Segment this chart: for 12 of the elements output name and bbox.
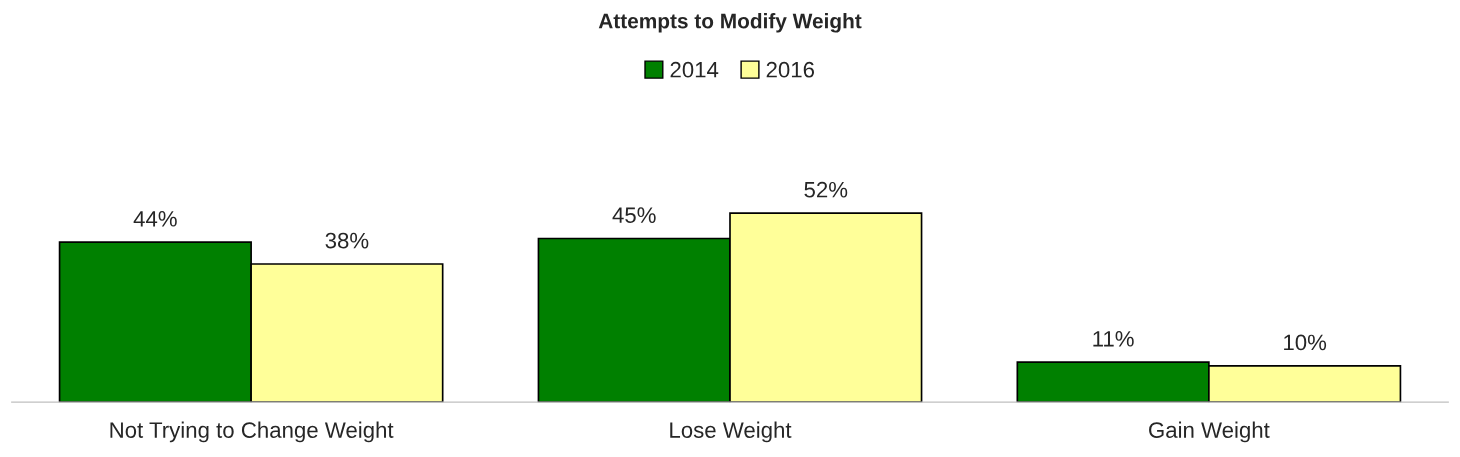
- data-label: 45%: [612, 207, 656, 224]
- legend-label: 2016: [766, 61, 815, 78]
- x-tick-label: Gain Weight: [1149, 421, 1270, 443]
- data-label: 52%: [804, 181, 848, 198]
- x-tick-label: Not Trying to Change Weight: [110, 421, 394, 443]
- data-label: 11%: [1093, 331, 1134, 347]
- data-label: 10%: [1284, 334, 1327, 351]
- legend-label: 2014: [670, 61, 719, 78]
- x-tick-label: Lose Weight: [670, 421, 792, 443]
- data-label: 44%: [133, 211, 177, 227]
- chart-title: Attempts to Modify Weight: [598, 13, 862, 33]
- data-label: 38%: [325, 232, 369, 249]
